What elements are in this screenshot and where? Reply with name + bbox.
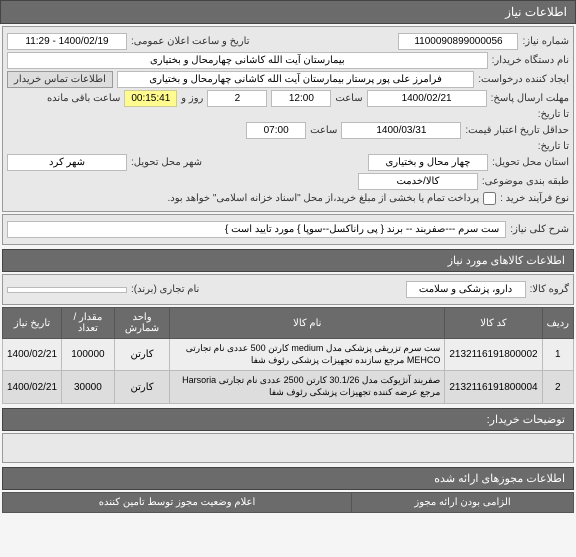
desc-value: ست سرم ---صفربند -- برند { پی راناکسل--س…: [7, 221, 506, 238]
need-info-header: اطلاعات نیاز: [0, 0, 576, 24]
table-row: 22132116191800004صفربند آنژیوکت مدل 30.1…: [3, 371, 574, 403]
desc-label: شرح کلی نیاز:: [510, 224, 569, 235]
buy-type-label: نوع فرآیند خرید :: [500, 193, 569, 204]
cell-name: صفربند آنژیوکت مدل 30.1/26 کارتن 2500 عد…: [170, 371, 445, 403]
col-date: تاریخ نیاز: [3, 308, 62, 339]
class-label: طبقه بندی موضوعی:: [482, 176, 569, 187]
hour-label-2: ساعت: [310, 125, 337, 136]
contact-buyer-link[interactable]: اطلاعات تماس خریدار: [7, 71, 113, 88]
buyer-org-label: نام دستگاه خریدار:: [492, 55, 569, 66]
creator-label: ایجاد کننده درخواست:: [478, 74, 569, 85]
items-section-title: اطلاعات کالاهای مورد نیاز: [2, 249, 574, 272]
announce-label: تاریخ و ساعت اعلان عمومی:: [131, 36, 250, 47]
col-footer2: اعلام وضعیت مجوز توسط تامین کننده: [3, 492, 352, 512]
col-code: کد کالا: [445, 308, 542, 339]
buyer-notes-title: توضیحات خریدار:: [2, 408, 574, 431]
city-value: شهر کرد: [7, 154, 127, 171]
days-value: 2: [207, 90, 267, 107]
need-info-title: اطلاعات نیاز: [505, 5, 567, 19]
deadline-date: 1400/02/21: [367, 90, 487, 107]
class-value: کالا/خدمت: [358, 173, 478, 190]
buyer-org-value: بیمارستان آیت الله کاشانی چهارمحال و بخت…: [7, 52, 488, 69]
announce-value: 1400/02/19 - 11:29: [7, 33, 127, 50]
cell-unit: کارتن: [114, 371, 170, 403]
deadline-label: مهلت ارسال پاسخ:: [491, 93, 569, 104]
need-form: شماره نیاز: 1100090899000056 تاریخ و ساع…: [2, 26, 574, 212]
until-label-1: تا تاریخ:: [538, 109, 569, 120]
min-valid-label: حداقل تاریخ اعتبار قیمت:: [465, 125, 569, 136]
city-label: شهر محل تحویل:: [131, 157, 202, 168]
cell-date: 1400/02/21: [3, 339, 62, 371]
attachments-title: اطلاعات مجوزهای ارائه شده: [2, 467, 574, 490]
col-name: نام کالا: [170, 308, 445, 339]
cell-name: ست سرم تزریقی پزشکی مدل medium کارتن 500…: [170, 339, 445, 371]
description-section: شرح کلی نیاز: ست سرم ---صفربند -- برند {…: [2, 214, 574, 245]
countdown-timer: 00:15:41: [124, 90, 177, 107]
cell-idx: 1: [542, 339, 573, 371]
table-row: 12132116191800002ست سرم تزریقی پزشکی مدل…: [3, 339, 574, 371]
partial-pay-label: پرداخت تمام یا بخشی از مبلغ خرید،از محل …: [168, 193, 480, 204]
cell-qty: 30000: [62, 371, 115, 403]
items-filter: گروه کالا: دارو، پزشکی و سلامت نام تجاری…: [2, 274, 574, 305]
items-table: ردیف کد کالا نام کالا واحد شمارش مقدار /…: [2, 307, 574, 404]
group-label: گروه کالا:: [530, 284, 569, 295]
cell-date: 1400/02/21: [3, 371, 62, 403]
cell-qty: 100000: [62, 339, 115, 371]
cell-unit: کارتن: [114, 339, 170, 371]
min-valid-hour: 07:00: [246, 122, 306, 139]
days-label: روز و: [181, 93, 203, 104]
partial-pay-checkbox[interactable]: [483, 192, 496, 205]
buyer-notes-body: [2, 433, 574, 463]
col-footer1: الزامی بودن ارائه مجوز: [352, 492, 574, 512]
cell-code: 2132116191800002: [445, 339, 542, 371]
creator-value: فرامرز علی پور پرستار بیمارستان آیت الله…: [117, 71, 474, 88]
cell-idx: 2: [542, 371, 573, 403]
province-value: چهار محال و بختیاری: [368, 154, 488, 171]
cell-code: 2132116191800004: [445, 371, 542, 403]
until-label-2: تا تاریخ:: [538, 141, 569, 152]
timer-label: ساعت باقی مانده: [47, 93, 120, 104]
min-valid-date: 1400/03/31: [341, 122, 461, 139]
hour-label-1: ساعت: [335, 93, 362, 104]
col-idx: ردیف: [542, 308, 573, 339]
province-label: استان محل تحویل:: [492, 157, 569, 168]
group-value: دارو، پزشکی و سلامت: [406, 281, 526, 298]
need-number-value: 1100090899000056: [398, 33, 518, 50]
need-number-label: شماره نیاز:: [522, 36, 569, 47]
attachments-table: الزامی بودن ارائه مجوز اعلام وضعیت مجوز …: [2, 492, 574, 513]
brand-value: [7, 287, 127, 293]
deadline-hour: 12:00: [271, 90, 331, 107]
col-qty: مقدار / تعداد: [62, 308, 115, 339]
col-unit: واحد شمارش: [114, 308, 170, 339]
brand-label: نام تجاری (برند):: [131, 284, 199, 295]
